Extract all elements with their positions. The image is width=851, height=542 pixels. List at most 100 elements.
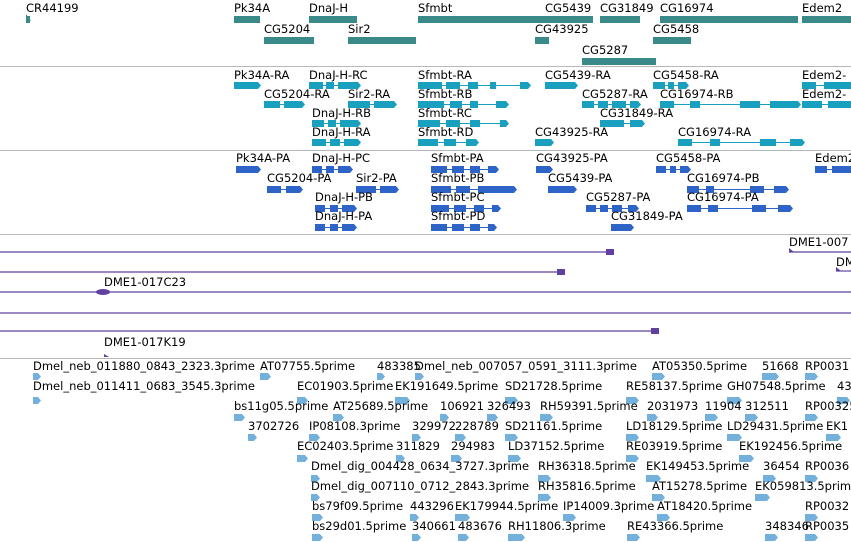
proteins-feature-label[interactable]: CG31849-PA bbox=[611, 209, 683, 223]
ests-feature[interactable] bbox=[626, 455, 639, 462]
exon-block[interactable] bbox=[805, 414, 815, 421]
exon-block[interactable] bbox=[415, 373, 421, 380]
transcripts-feature[interactable] bbox=[309, 82, 361, 89]
genes-feature[interactable] bbox=[802, 16, 851, 23]
proteins-feature-label[interactable]: CG5204-PA bbox=[267, 171, 332, 185]
ests-feature-label[interactable]: Dmel_dig_007110_0712_2843.3prime bbox=[311, 479, 530, 493]
exon-block[interactable] bbox=[802, 101, 822, 108]
ests-feature-label[interactable]: 348346 bbox=[765, 519, 809, 533]
exon-block[interactable] bbox=[600, 16, 640, 23]
proteins-feature-label[interactable]: Sir2-PA bbox=[356, 171, 397, 185]
genes-feature-label[interactable]: CG31849 bbox=[600, 1, 654, 15]
exon-block[interactable] bbox=[297, 397, 305, 404]
ests-feature-label[interactable]: EK059813.5prime bbox=[755, 479, 851, 493]
clones-feature-label[interactable]: DME1-017K19 bbox=[104, 335, 186, 349]
transcripts-feature[interactable] bbox=[418, 120, 509, 127]
exon-block[interactable] bbox=[582, 101, 594, 108]
exon-block[interactable] bbox=[508, 455, 518, 462]
ests-feature-label[interactable]: 106921 bbox=[440, 399, 484, 413]
exon-block[interactable] bbox=[267, 186, 281, 193]
ests-feature-label[interactable]: AT07755.5prime bbox=[260, 359, 356, 373]
transcripts-feature[interactable] bbox=[234, 82, 261, 89]
ests-feature[interactable] bbox=[805, 414, 818, 421]
exon-block[interactable] bbox=[492, 205, 498, 212]
exon-block[interactable] bbox=[630, 101, 638, 108]
exon-block[interactable] bbox=[470, 224, 480, 231]
transcripts-feature-label[interactable]: DnaJ-H-RA bbox=[312, 125, 371, 139]
transcripts-feature-label[interactable]: CG16974-RB bbox=[660, 87, 734, 101]
ests-feature-label[interactable]: IP14009.3prime bbox=[563, 499, 655, 513]
exon-block[interactable] bbox=[326, 166, 334, 173]
ests-feature-label[interactable]: SD21728.5prime bbox=[505, 379, 603, 393]
exon-block[interactable] bbox=[431, 224, 447, 231]
exon-block[interactable] bbox=[660, 16, 798, 23]
ests-feature-label[interactable]: AT15278.5prime bbox=[652, 479, 748, 493]
exon-block[interactable] bbox=[395, 397, 407, 404]
exon-block[interactable] bbox=[451, 455, 459, 462]
clones-feature-label[interactable]: DME1-017C23 bbox=[104, 275, 187, 289]
exon-block[interactable] bbox=[315, 224, 325, 231]
exon-block[interactable] bbox=[264, 101, 280, 108]
exon-block[interactable] bbox=[418, 139, 438, 146]
exon-block[interactable] bbox=[545, 82, 575, 89]
exon-block[interactable] bbox=[745, 414, 755, 421]
exon-block[interactable] bbox=[260, 373, 268, 380]
exon-block[interactable] bbox=[668, 82, 674, 89]
exon-block[interactable] bbox=[670, 166, 676, 173]
exon-block[interactable] bbox=[33, 373, 38, 380]
ests-feature[interactable] bbox=[297, 397, 308, 404]
exon-block[interactable] bbox=[826, 434, 838, 441]
exon-block[interactable] bbox=[418, 101, 444, 108]
proteins-feature-label[interactable]: Sfmbt-PA bbox=[431, 151, 484, 165]
exon-block[interactable] bbox=[626, 397, 636, 404]
clones-feature[interactable] bbox=[0, 328, 659, 357]
transcripts-feature[interactable] bbox=[660, 101, 801, 108]
proteins-feature[interactable] bbox=[687, 205, 793, 212]
exon-block[interactable] bbox=[374, 101, 394, 108]
genes-feature[interactable] bbox=[660, 16, 798, 23]
exon-block[interactable] bbox=[626, 455, 636, 462]
exon-block[interactable] bbox=[478, 186, 514, 193]
exon-block[interactable] bbox=[706, 186, 714, 193]
proteins-feature[interactable] bbox=[536, 166, 553, 173]
ests-feature-label[interactable]: EK191649.5prime bbox=[395, 379, 499, 393]
genes-feature-label[interactable]: CG43925 bbox=[535, 22, 589, 36]
ests-feature[interactable] bbox=[646, 475, 661, 482]
ests-feature[interactable] bbox=[234, 414, 245, 421]
exon-block[interactable] bbox=[450, 101, 462, 108]
clones-feature[interactable] bbox=[836, 267, 851, 272]
ests-feature-label[interactable]: RH59391.5prime bbox=[540, 399, 638, 413]
exon-block[interactable] bbox=[598, 101, 608, 108]
exon-block[interactable] bbox=[739, 455, 751, 462]
ests-feature[interactable] bbox=[410, 514, 419, 521]
ests-feature-label[interactable]: 312511 bbox=[745, 399, 789, 413]
exon-block[interactable] bbox=[333, 414, 341, 421]
proteins-feature[interactable] bbox=[687, 186, 789, 193]
exon-block[interactable] bbox=[505, 434, 515, 441]
ests-feature-label[interactable]: EK179944.5prime bbox=[455, 499, 559, 513]
transcripts-feature-label[interactable]: CG5458-RA bbox=[653, 68, 719, 82]
transcripts-feature-label[interactable]: CG5287-RA bbox=[582, 87, 648, 101]
ests-feature[interactable] bbox=[652, 373, 665, 380]
exon-block[interactable] bbox=[538, 494, 548, 501]
exon-block[interactable] bbox=[446, 82, 460, 89]
exon-block[interactable] bbox=[284, 101, 302, 108]
exon-block[interactable] bbox=[657, 514, 667, 521]
exon-block[interactable] bbox=[790, 139, 802, 146]
exon-block[interactable] bbox=[312, 120, 324, 127]
ests-feature-label[interactable]: EK1 bbox=[826, 419, 849, 433]
proteins-feature[interactable] bbox=[656, 166, 691, 173]
exon-block[interactable] bbox=[410, 514, 416, 521]
ests-feature-label[interactable]: 329972 bbox=[412, 419, 456, 433]
ests-feature[interactable] bbox=[395, 397, 410, 404]
exon-block[interactable] bbox=[656, 166, 666, 173]
exon-block[interactable] bbox=[340, 120, 358, 127]
exon-block[interactable] bbox=[330, 139, 340, 146]
exon-block[interactable] bbox=[456, 186, 470, 193]
genes-feature-label[interactable]: Sfmbt bbox=[418, 1, 453, 15]
exon-block[interactable] bbox=[455, 434, 463, 441]
ests-feature[interactable] bbox=[33, 397, 41, 404]
genes-feature-label[interactable]: DnaJ-H bbox=[309, 1, 348, 15]
ests-feature-label[interactable]: AT05350.5prime bbox=[652, 359, 748, 373]
clones-feature[interactable] bbox=[0, 289, 851, 295]
